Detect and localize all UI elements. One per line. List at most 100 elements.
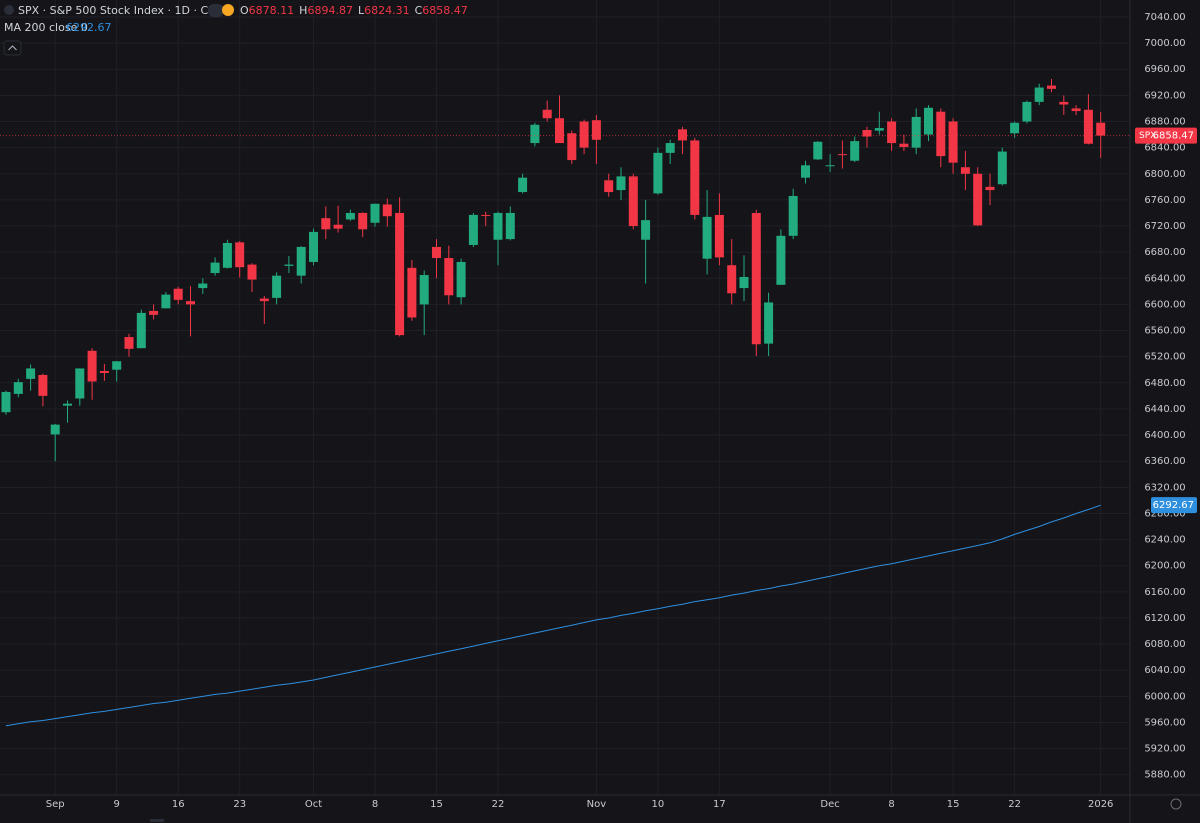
- y-tick-label: 6360.00: [1144, 456, 1185, 467]
- y-tick-label: 6680.00: [1144, 247, 1185, 258]
- candle-body: [87, 350, 97, 382]
- candle-body: [665, 143, 675, 153]
- candle-body: [887, 121, 897, 144]
- y-tick-label: 6240.00: [1144, 535, 1185, 546]
- y-tick-label: 7040.00: [1144, 12, 1185, 23]
- collapse-button[interactable]: [3, 40, 22, 56]
- candle-body: [764, 302, 774, 344]
- clock-icon[interactable]: [222, 4, 234, 16]
- candle-body: [653, 152, 663, 194]
- chart-title: SPX · S&P 500 Stock Index · 1D · CBOE: [18, 4, 231, 17]
- y-tick-label: 6560.00: [1144, 326, 1185, 337]
- candle-body: [345, 212, 355, 220]
- candle-body: [259, 298, 269, 302]
- candle-body: [899, 143, 909, 147]
- x-tick-label: 23: [233, 799, 246, 810]
- candle-body: [788, 195, 798, 236]
- ohlc-value: 6894.87: [307, 4, 353, 17]
- candle-body: [272, 275, 282, 298]
- scroll-handle[interactable]: [150, 819, 164, 822]
- y-tick-label: 6280.00: [1144, 508, 1185, 519]
- candle-body: [591, 120, 601, 140]
- candle-body: [727, 265, 737, 294]
- candle-body: [358, 212, 368, 230]
- y-tick-label: 7000.00: [1144, 38, 1185, 49]
- x-tick-label: 17: [713, 799, 726, 810]
- candle-body: [948, 121, 958, 163]
- ohlc-label: L: [358, 4, 365, 17]
- y-tick-label: 6520.00: [1144, 352, 1185, 363]
- candle-body: [555, 118, 564, 144]
- candle-body: [468, 214, 478, 245]
- x-tick-label: 8: [888, 799, 894, 810]
- candle-body: [678, 129, 687, 141]
- candle-body: [186, 301, 195, 305]
- y-tick-label: 6640.00: [1144, 273, 1185, 284]
- x-tick-label: 15: [947, 799, 960, 810]
- candle-body: [579, 121, 589, 148]
- candle-body: [739, 276, 749, 289]
- candle-body: [874, 128, 884, 131]
- candle-body: [112, 361, 122, 370]
- candle-body: [432, 246, 441, 259]
- y-tick-label: 6480.00: [1144, 378, 1185, 389]
- y-tick-label: 6440.00: [1144, 404, 1185, 415]
- candle-body: [628, 176, 638, 227]
- candle-body: [813, 141, 823, 160]
- x-tick-label: Sep: [46, 799, 65, 810]
- collapse-icon: [8, 45, 17, 51]
- price-badge-symbol: SPX: [1139, 131, 1156, 141]
- x-tick-label: 9: [114, 799, 120, 810]
- ma-badge: [1151, 497, 1197, 514]
- candle-body: [1059, 101, 1069, 105]
- candle-body: [1, 391, 11, 413]
- candle-body: [751, 212, 761, 345]
- candle-body: [776, 235, 786, 285]
- candle-body: [616, 176, 626, 191]
- candle-body: [714, 214, 724, 258]
- x-tick-label: 15: [430, 799, 443, 810]
- candle-body: [333, 224, 343, 229]
- y-tick-label: 6960.00: [1144, 64, 1185, 75]
- candle-body: [924, 107, 933, 135]
- x-tick-label: 22: [492, 799, 505, 810]
- candle-body: [985, 186, 995, 191]
- candle-body: [26, 368, 36, 379]
- candle-body: [604, 180, 614, 193]
- symbol-icon: [4, 5, 14, 15]
- y-tick-label: 6080.00: [1144, 639, 1185, 650]
- x-tick-label: 2026: [1088, 799, 1113, 810]
- x-tick-label: 22: [1008, 799, 1021, 810]
- candle-body: [542, 109, 552, 119]
- ma-badge-value: 6292.67: [1153, 500, 1194, 511]
- y-tick-label: 6040.00: [1144, 665, 1185, 676]
- candle-body: [825, 165, 835, 167]
- candle-body: [690, 140, 700, 215]
- ohlc-value: 6858.47: [422, 4, 468, 17]
- candle-body: [481, 214, 491, 216]
- candle-body: [173, 288, 183, 300]
- ohlc-label: H: [299, 4, 307, 17]
- candle-body: [973, 173, 983, 226]
- ma-line: [5, 504, 1101, 727]
- candle-body: [38, 374, 48, 396]
- x-tick-label: Nov: [587, 799, 607, 810]
- candle-body: [1096, 122, 1106, 136]
- candle-body: [518, 177, 528, 193]
- candle-body: [136, 312, 146, 349]
- candle-body: [444, 258, 454, 296]
- y-tick-label: 6880.00: [1144, 117, 1185, 128]
- candle-body: [75, 368, 85, 399]
- ohlc-label: C: [415, 4, 423, 17]
- candle-body: [911, 116, 921, 148]
- candle-body: [370, 203, 380, 223]
- candle-body: [641, 220, 651, 240]
- y-tick-label: 6160.00: [1144, 587, 1185, 598]
- candle-body: [284, 264, 294, 266]
- ohlc-label: O: [240, 4, 249, 17]
- candle-body: [936, 111, 946, 157]
- settings-icon[interactable]: [1170, 798, 1182, 810]
- toggle-icon[interactable]: [208, 4, 224, 17]
- y-tick-label: 5880.00: [1144, 770, 1185, 781]
- y-tick-label: 6760.00: [1144, 195, 1185, 206]
